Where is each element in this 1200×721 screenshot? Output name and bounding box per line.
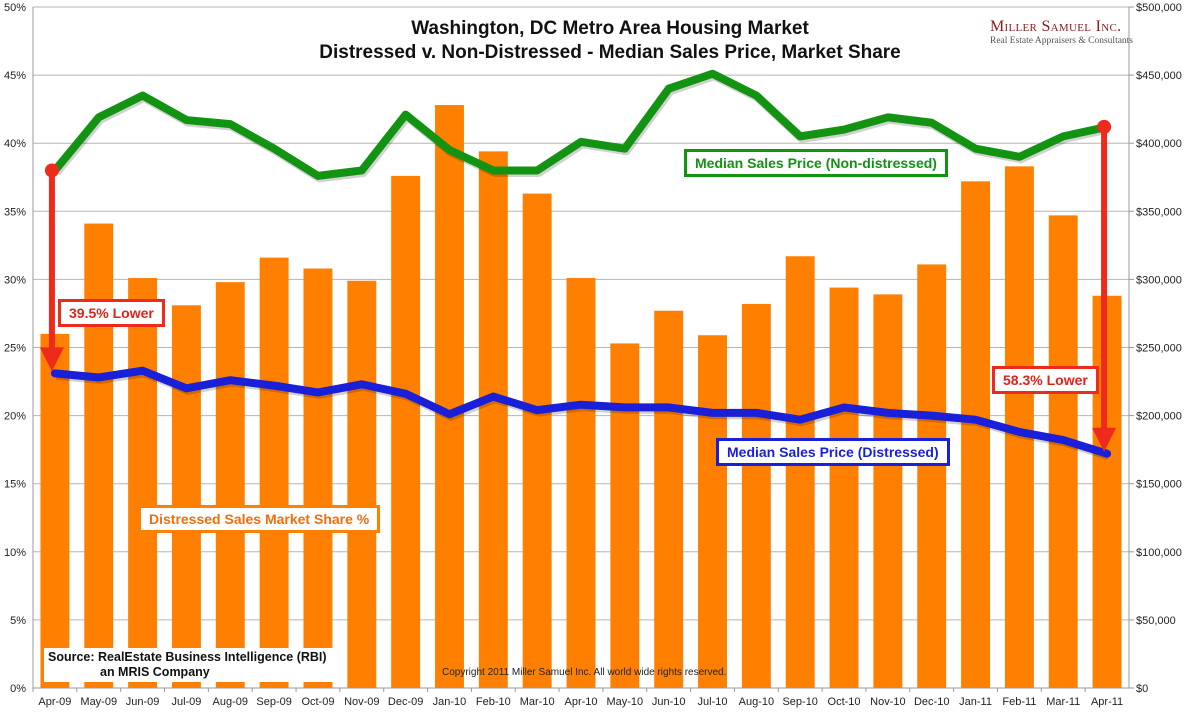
bar: [84, 223, 114, 689]
x-tick-label: Mar-10: [520, 696, 555, 708]
bar: [303, 268, 333, 688]
x-tick-label: May-10: [606, 696, 643, 708]
bar: [347, 280, 377, 688]
arrow-start-dot: [44, 163, 59, 178]
legend-label-market-share: Distressed Sales Market Share %: [138, 505, 381, 533]
bar: [829, 287, 859, 688]
line-series: [50, 69, 1112, 461]
bar: [566, 278, 596, 688]
line-median-sales-price-non-distressed-: [50, 69, 1112, 180]
annotation-arrows: [39, 119, 1117, 452]
x-tick-label: Sep-09: [256, 696, 291, 708]
bar: [785, 256, 815, 688]
bar: [698, 335, 727, 688]
x-tick-label: Oct-10: [828, 696, 861, 708]
x-tick-label: May-09: [80, 696, 117, 708]
bar: [259, 257, 289, 688]
copyright-note: Copyright 2011 Miller Samuel Inc. All wo…: [442, 667, 727, 678]
annotation-label-start: 39.5% Lower: [58, 299, 165, 327]
x-tick-label: Dec-09: [388, 696, 423, 708]
left-tick-label: 35%: [4, 206, 26, 218]
bar: [654, 310, 684, 688]
left-tick-label: 10%: [4, 547, 26, 559]
arrow-head: [1092, 427, 1117, 452]
bar: [1048, 215, 1078, 689]
x-tick-label: Aug-10: [739, 696, 774, 708]
brand-tagline: Real Estate Appraisers & Consultants: [990, 36, 1134, 46]
bar: [917, 264, 947, 688]
legend-label-distressed: Median Sales Price (Distressed): [716, 438, 950, 466]
bar: [215, 282, 245, 688]
bar: [522, 193, 552, 688]
bar-series: [40, 105, 1122, 689]
x-tick-label: Feb-10: [476, 696, 511, 708]
x-tick-label: Apr-09: [38, 696, 71, 708]
left-tick-label: 40%: [4, 138, 26, 150]
bar: [873, 294, 903, 688]
x-tick-label: Aug-09: [213, 696, 248, 708]
right-tick-label: $450,000: [1136, 70, 1182, 82]
x-tick-label: Apr-11: [1091, 696, 1123, 708]
left-tick-label: 15%: [4, 479, 26, 491]
brand-logo: Miller Samuel Inc.: [990, 18, 1122, 35]
bar: [610, 343, 640, 688]
bar: [40, 333, 70, 688]
chart-title: Washington, DC Metro Area Housing Market: [411, 18, 809, 39]
bar: [128, 278, 158, 688]
left-tick-label: 30%: [4, 274, 26, 286]
bar: [1092, 295, 1122, 688]
bar: [961, 181, 991, 688]
legend-label-non-distressed: Median Sales Price (Non-distressed): [684, 149, 948, 177]
x-tick-label: Oct-09: [301, 696, 334, 708]
left-tick-label: 0%: [10, 683, 26, 695]
line-shadow: [52, 71, 1110, 183]
left-tick-label: 25%: [4, 343, 26, 355]
right-tick-label: $200,000: [1136, 411, 1182, 423]
x-tick-label: Sep-10: [782, 696, 817, 708]
right-tick-label: $150,000: [1136, 479, 1182, 491]
left-tick-label: 20%: [4, 411, 26, 423]
right-tick-label: $350,000: [1136, 206, 1182, 218]
left-tick-label: 5%: [10, 615, 26, 627]
right-tick-label: $50,000: [1136, 615, 1176, 627]
x-tick-label: Jan-11: [959, 696, 992, 708]
right-tick-label: $100,000: [1136, 547, 1182, 559]
x-tick-label: Jul-09: [171, 696, 201, 708]
source-note: Source: RealEstate Business Intelligence…: [44, 648, 342, 682]
source-line-2: an MRIS Company: [100, 665, 210, 679]
bar: [171, 305, 201, 688]
x-tick-label: Jul-10: [698, 696, 728, 708]
bar: [435, 105, 464, 688]
right-tick-label: $250,000: [1136, 343, 1182, 355]
x-tick-label: Dec-10: [914, 696, 949, 708]
right-tick-label: $500,000: [1136, 2, 1182, 14]
x-tick-label: Jun-10: [652, 696, 686, 708]
left-tick-label: 45%: [4, 70, 26, 82]
x-tick-label: Nov-10: [870, 696, 905, 708]
arrow-start-dot: [1097, 119, 1112, 134]
bar: [391, 175, 421, 688]
arrow-head: [39, 347, 64, 372]
x-tick-label: Feb-11: [1002, 696, 1036, 708]
right-tick-label: $300,000: [1136, 274, 1182, 286]
left-tick-label: 50%: [4, 2, 26, 14]
bar: [478, 151, 508, 688]
x-tick-label: Nov-09: [344, 696, 379, 708]
x-tick-label: Jan-10: [433, 696, 467, 708]
annotation-label-end: 58.3% Lower: [992, 366, 1099, 394]
chart-subtitle: Distressed v. Non-Distressed - Median Sa…: [319, 42, 901, 63]
right-tick-label: $400,000: [1136, 138, 1182, 150]
x-tick-label: Jun-09: [126, 696, 160, 708]
x-tick-label: Mar-11: [1046, 696, 1080, 708]
bar: [741, 303, 771, 688]
axes: 0% 5% 10% 15% 20% 25% 30% 35% 40% 45% 50% $0 $50,000…: [4, 2, 1182, 708]
right-tick-label: $0: [1136, 683, 1148, 695]
source-line-1: Source: RealEstate Business Intelligence…: [48, 650, 327, 664]
x-tick-label: Apr-10: [564, 696, 597, 708]
